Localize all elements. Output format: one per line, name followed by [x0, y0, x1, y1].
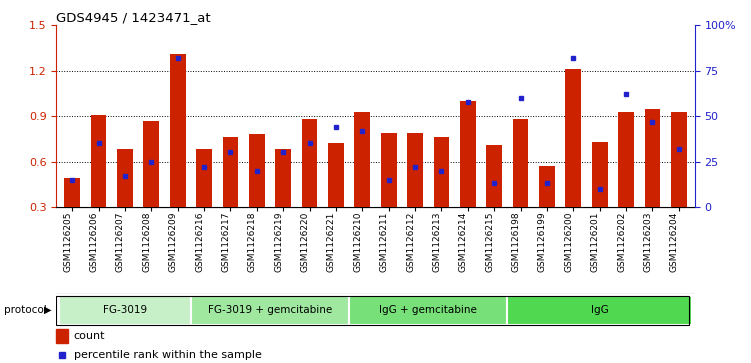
- Bar: [381, 133, 397, 207]
- Text: percentile rank within the sample: percentile rank within the sample: [74, 350, 261, 360]
- Text: FG-3019: FG-3019: [103, 305, 147, 315]
- Text: GSM1126199: GSM1126199: [538, 211, 547, 272]
- FancyBboxPatch shape: [59, 295, 191, 325]
- Text: GSM1126211: GSM1126211: [380, 211, 389, 272]
- Bar: [407, 133, 423, 207]
- FancyBboxPatch shape: [508, 295, 692, 325]
- Text: protocol: protocol: [4, 305, 47, 315]
- Text: GSM1126219: GSM1126219: [274, 211, 283, 272]
- Text: GSM1126216: GSM1126216: [195, 211, 204, 272]
- Bar: [618, 111, 634, 207]
- Text: FG-3019 + gemcitabine: FG-3019 + gemcitabine: [208, 305, 332, 315]
- Bar: [170, 54, 185, 207]
- Bar: [460, 101, 475, 207]
- Text: GSM1126203: GSM1126203: [644, 211, 653, 272]
- FancyBboxPatch shape: [191, 295, 349, 325]
- Bar: [276, 150, 291, 207]
- Bar: [433, 137, 449, 207]
- Bar: [65, 178, 80, 207]
- Bar: [196, 150, 212, 207]
- Text: GSM1126218: GSM1126218: [248, 211, 257, 272]
- Bar: [513, 119, 529, 207]
- Text: GSM1126208: GSM1126208: [142, 211, 151, 272]
- Text: GSM1126207: GSM1126207: [116, 211, 125, 272]
- Text: GSM1126212: GSM1126212: [406, 211, 415, 272]
- Text: GSM1126205: GSM1126205: [63, 211, 72, 272]
- Bar: [302, 119, 318, 207]
- Bar: [117, 150, 133, 207]
- Text: IgG + gemcitabine: IgG + gemcitabine: [379, 305, 477, 315]
- Bar: [592, 142, 608, 207]
- Text: GSM1126204: GSM1126204: [670, 211, 679, 272]
- Text: count: count: [74, 331, 105, 341]
- Bar: [487, 145, 502, 207]
- Text: GSM1126214: GSM1126214: [459, 211, 468, 272]
- Text: ▶: ▶: [44, 305, 51, 315]
- Text: GSM1126200: GSM1126200: [564, 211, 573, 272]
- FancyBboxPatch shape: [349, 295, 508, 325]
- Text: GSM1126215: GSM1126215: [485, 211, 494, 272]
- Text: IgG: IgG: [591, 305, 608, 315]
- Bar: [354, 111, 370, 207]
- Text: GSM1126210: GSM1126210: [353, 211, 362, 272]
- Bar: [328, 143, 344, 207]
- Bar: [91, 115, 107, 207]
- Text: GSM1126201: GSM1126201: [591, 211, 600, 272]
- Text: GSM1126206: GSM1126206: [89, 211, 98, 272]
- Text: GSM1126209: GSM1126209: [169, 211, 178, 272]
- Text: GSM1126202: GSM1126202: [617, 211, 626, 272]
- Text: GSM1126217: GSM1126217: [222, 211, 231, 272]
- Bar: [56, 329, 68, 343]
- Text: GSM1126220: GSM1126220: [300, 211, 309, 272]
- Bar: [249, 134, 264, 207]
- Bar: [566, 69, 581, 207]
- Bar: [644, 109, 660, 207]
- Bar: [222, 137, 238, 207]
- Text: GDS4945 / 1423471_at: GDS4945 / 1423471_at: [56, 11, 211, 24]
- Text: GSM1126213: GSM1126213: [433, 211, 442, 272]
- Bar: [539, 166, 555, 207]
- Text: GSM1126221: GSM1126221: [327, 211, 336, 272]
- Bar: [671, 111, 686, 207]
- Text: GSM1126198: GSM1126198: [511, 211, 520, 272]
- Bar: [143, 121, 159, 207]
